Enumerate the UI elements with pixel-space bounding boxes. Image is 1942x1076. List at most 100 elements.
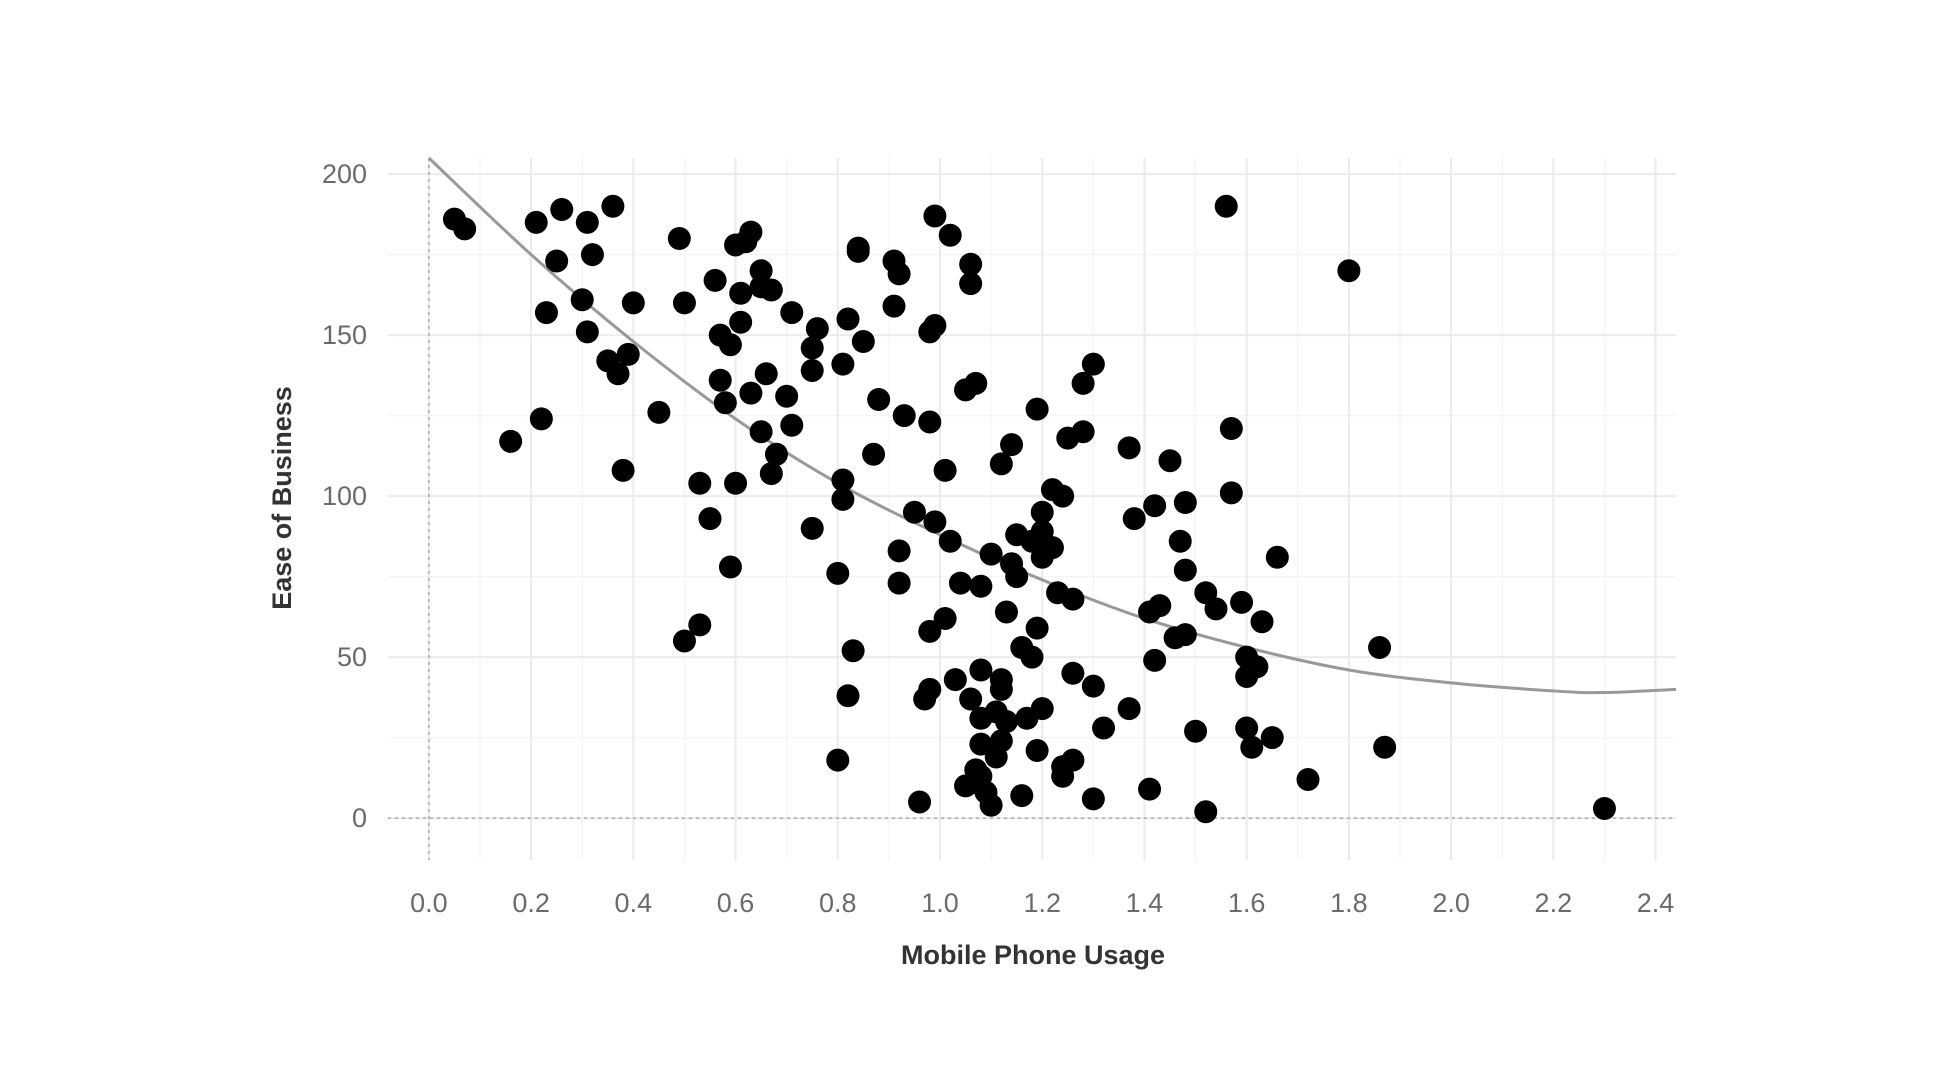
- x-tick-label: 0.8: [819, 888, 857, 918]
- data-point: [938, 223, 962, 247]
- data-point: [831, 468, 855, 492]
- data-point: [969, 658, 993, 682]
- data-point: [1117, 697, 1141, 721]
- data-point: [959, 687, 983, 711]
- data-point: [882, 294, 906, 318]
- data-point: [994, 600, 1018, 624]
- data-point: [923, 510, 947, 534]
- data-point: [580, 243, 604, 267]
- data-point: [1265, 545, 1289, 569]
- x-tick-label: 0.0: [410, 888, 448, 918]
- data-point: [780, 301, 804, 325]
- data-point: [749, 259, 773, 283]
- data-point: [575, 210, 599, 234]
- data-point: [969, 732, 993, 756]
- data-point: [959, 272, 983, 296]
- x-tick-label: 2.0: [1432, 888, 1470, 918]
- data-point: [989, 729, 1013, 753]
- data-point: [989, 668, 1013, 692]
- data-point: [550, 198, 574, 222]
- data-point: [616, 342, 640, 366]
- data-point: [841, 639, 865, 663]
- data-point: [836, 307, 860, 331]
- data-point: [1040, 536, 1064, 560]
- data-point: [979, 542, 1003, 566]
- data-point: [1373, 735, 1397, 759]
- data-point: [979, 793, 1003, 817]
- x-tick-label: 1.4: [1126, 888, 1164, 918]
- data-point: [908, 790, 932, 814]
- data-point: [524, 210, 548, 234]
- data-point: [545, 249, 569, 273]
- data-point: [1025, 397, 1049, 421]
- x-tick-label: 1.6: [1228, 888, 1266, 918]
- data-point: [831, 352, 855, 376]
- data-point: [529, 407, 553, 431]
- data-point: [534, 301, 558, 325]
- data-point: [959, 252, 983, 276]
- data-point: [1260, 726, 1284, 750]
- data-point: [964, 371, 988, 395]
- data-point: [724, 471, 748, 495]
- data-point: [1235, 716, 1259, 740]
- data-point: [851, 330, 875, 354]
- data-point: [918, 677, 942, 701]
- data-point: [570, 288, 594, 312]
- y-tick-label: 100: [322, 481, 367, 511]
- data-point: [831, 487, 855, 511]
- data-point: [688, 613, 712, 637]
- data-point: [1168, 529, 1192, 553]
- data-point: [933, 458, 957, 482]
- data-point: [887, 539, 911, 563]
- data-point: [1061, 587, 1085, 611]
- data-point: [453, 217, 477, 241]
- data-point: [923, 204, 947, 228]
- x-tick-label: 1.8: [1330, 888, 1368, 918]
- x-tick-label: 0.2: [512, 888, 550, 918]
- data-point: [713, 391, 737, 415]
- data-point: [826, 561, 850, 585]
- data-point: [764, 442, 788, 466]
- data-point: [1117, 436, 1141, 460]
- x-tick-label: 1.0: [921, 888, 959, 918]
- data-point: [575, 320, 599, 344]
- data-point: [718, 555, 742, 579]
- data-point: [836, 684, 860, 708]
- data-point: [887, 571, 911, 595]
- data-point: [923, 313, 947, 337]
- data-point: [688, 471, 712, 495]
- data-point: [1250, 610, 1274, 634]
- data-point: [994, 710, 1018, 734]
- x-tick-label: 0.4: [615, 888, 653, 918]
- data-point: [754, 362, 778, 386]
- x-axis-title: Mobile Phone Usage: [901, 940, 1165, 970]
- data-point: [1025, 739, 1049, 763]
- data-point: [989, 452, 1013, 476]
- data-point: [1368, 635, 1392, 659]
- data-point: [749, 420, 773, 444]
- data-point: [805, 317, 829, 341]
- data-point: [1148, 594, 1172, 618]
- data-point: [918, 410, 942, 434]
- data-point: [499, 429, 523, 453]
- data-point: [1245, 655, 1269, 679]
- data-point: [759, 278, 783, 302]
- data-point: [1071, 420, 1095, 444]
- data-point: [1051, 484, 1075, 508]
- data-point: [938, 529, 962, 553]
- data-point: [943, 668, 967, 692]
- data-point: [1071, 371, 1095, 395]
- data-point: [933, 606, 957, 630]
- data-point: [846, 239, 870, 263]
- data-point: [708, 368, 732, 392]
- data-point: [1010, 784, 1034, 808]
- data-point: [667, 227, 691, 251]
- data-point: [800, 359, 824, 383]
- data-point: [1158, 449, 1182, 473]
- data-point: [611, 458, 635, 482]
- data-point: [759, 462, 783, 486]
- data-point: [601, 194, 625, 218]
- data-point: [1592, 796, 1616, 820]
- data-point: [862, 442, 886, 466]
